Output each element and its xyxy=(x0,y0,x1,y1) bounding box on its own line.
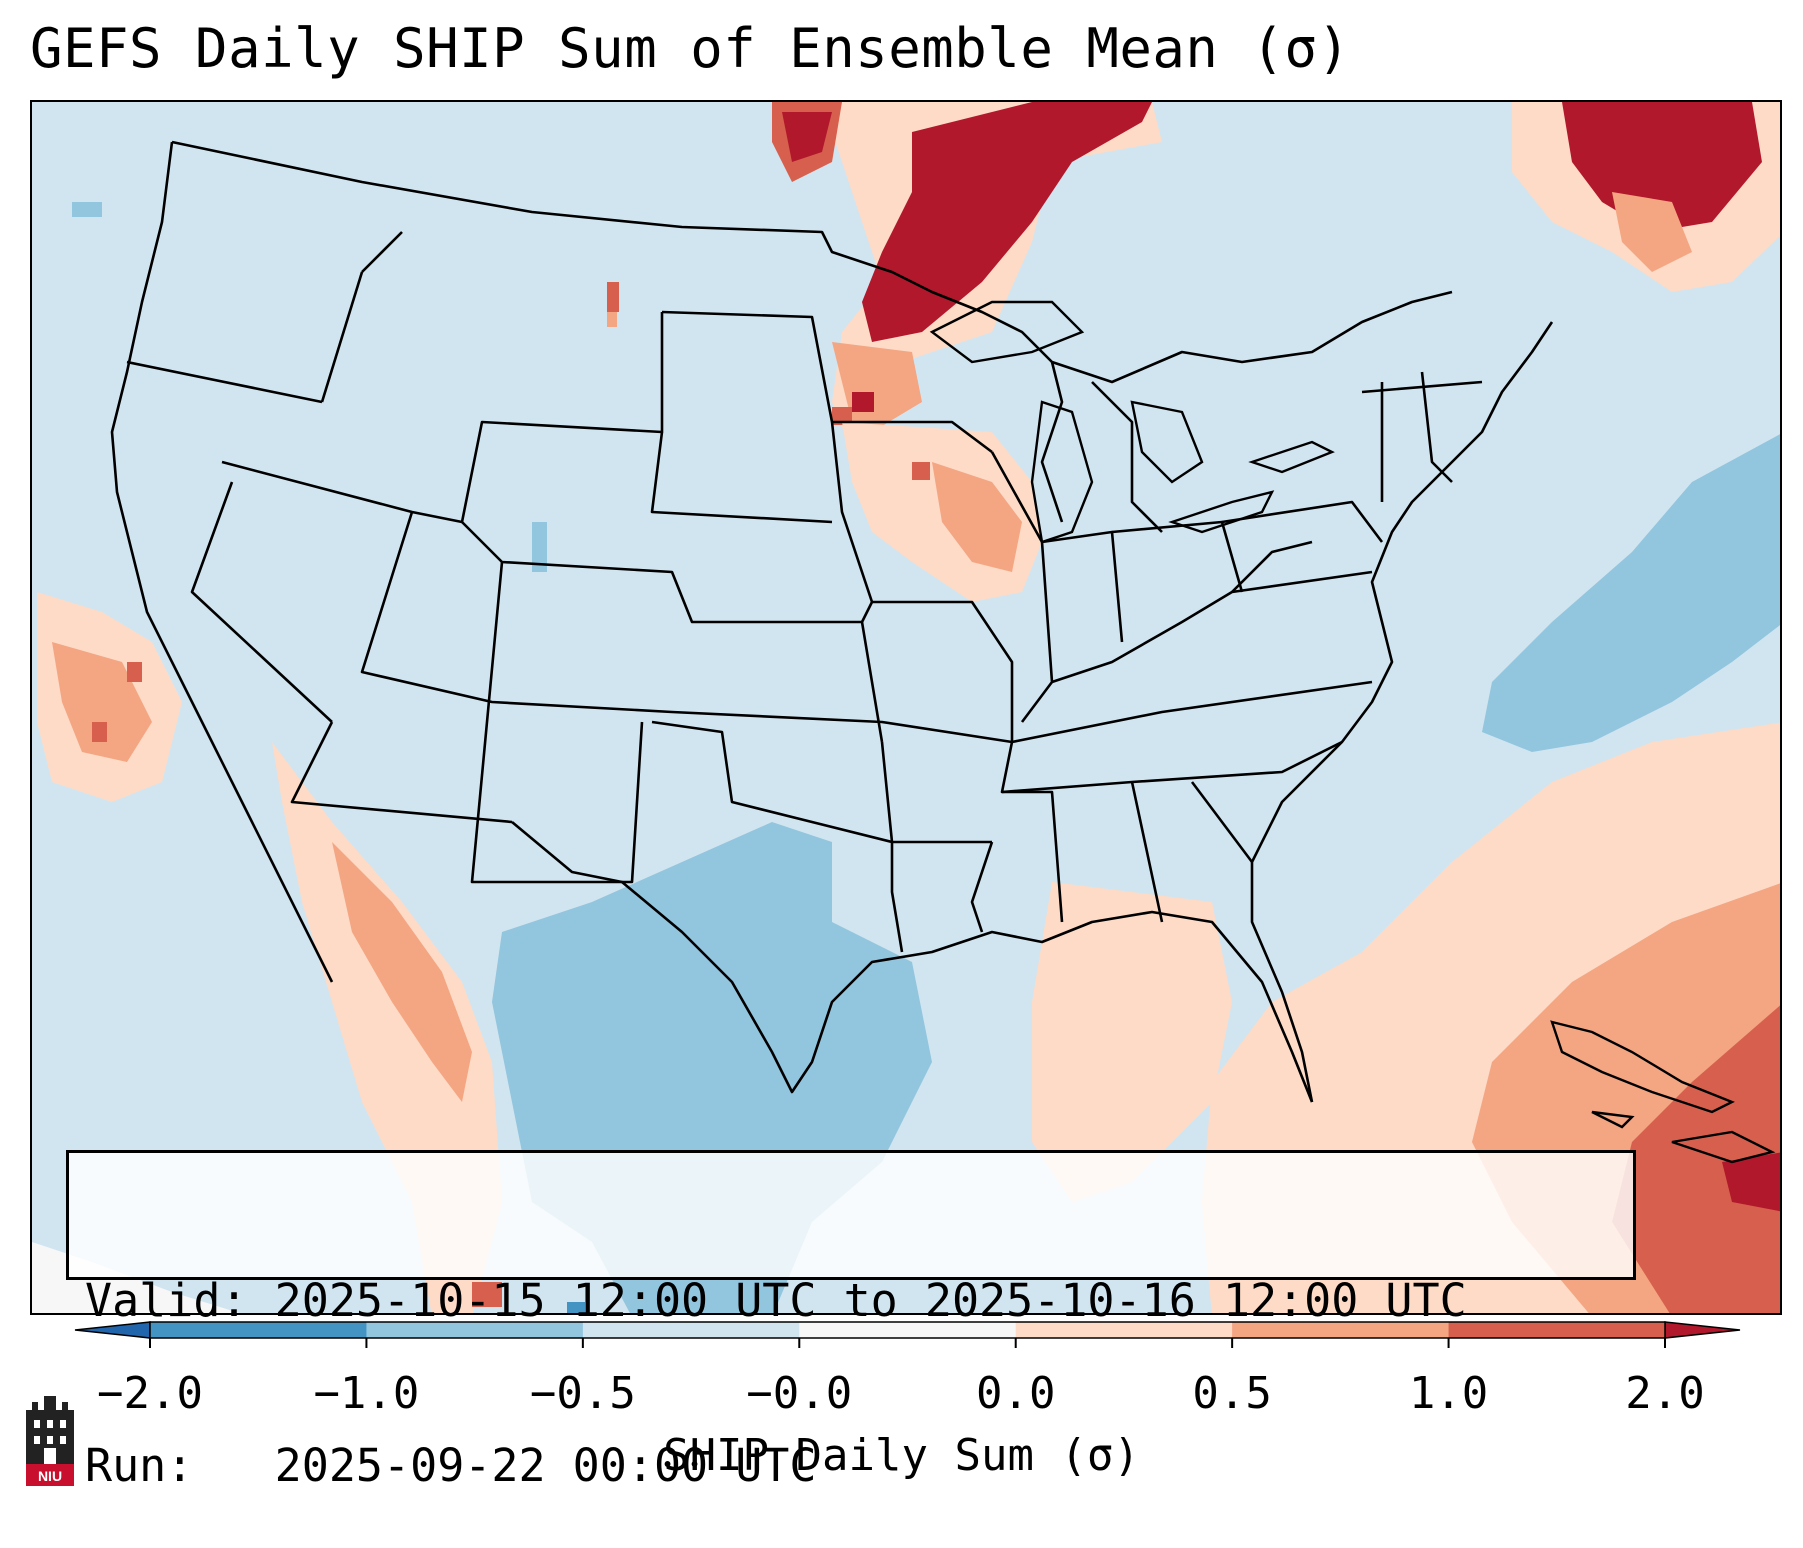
colorbar-tick-label: −1.0 xyxy=(313,1368,420,1419)
niu-logo: NIU xyxy=(22,1392,78,1488)
upper-midwest-positive-field xyxy=(607,102,1162,452)
colorbar-tick-label: −0.0 xyxy=(746,1368,853,1419)
iowa-illinois-positive-field xyxy=(842,422,1042,602)
pacific-positive-field xyxy=(37,202,182,802)
gulf-positive-field xyxy=(1032,882,1232,1202)
niu-castle-icon: NIU xyxy=(26,1396,74,1486)
atlantic-negative-field xyxy=(1482,434,1780,752)
boundary-lines xyxy=(110,140,1554,1103)
colorbar-tick-label: −2.0 xyxy=(97,1368,203,1419)
map-panel xyxy=(30,100,1782,1315)
colorbar-tick-label: 1.0 xyxy=(1408,1368,1489,1419)
colorbar-tick-label: 0.0 xyxy=(975,1368,1056,1419)
colorbar-extend-high xyxy=(1664,1321,1741,1339)
great-lakes xyxy=(929,300,1335,544)
page-title: GEFS Daily SHIP Sum of Ensemble Mean (σ) xyxy=(30,17,1351,80)
colorbar-tick-label: −0.5 xyxy=(529,1368,636,1419)
map-canvas xyxy=(32,102,1780,1313)
logo-text: NIU xyxy=(38,1468,62,1484)
northeast-positive-field xyxy=(1512,102,1780,292)
run-time-line: Run: 2025-09-22 00:00 UTC xyxy=(85,1439,817,1492)
valid-time-line: Valid: 2025-10-15 12:00 UTC to 2025-10-1… xyxy=(85,1274,1467,1327)
valid-run-info-box: Valid: 2025-10-15 12:00 UTC to 2025-10-1… xyxy=(66,1150,1636,1492)
colorbar-tick-label: 2.0 xyxy=(1625,1368,1705,1419)
colorbar-tick-label: 0.5 xyxy=(1192,1368,1272,1419)
caribbean-islands xyxy=(1550,1020,1776,1164)
colorbar-label: SHIP Daily Sum (σ) xyxy=(663,1430,1140,1481)
